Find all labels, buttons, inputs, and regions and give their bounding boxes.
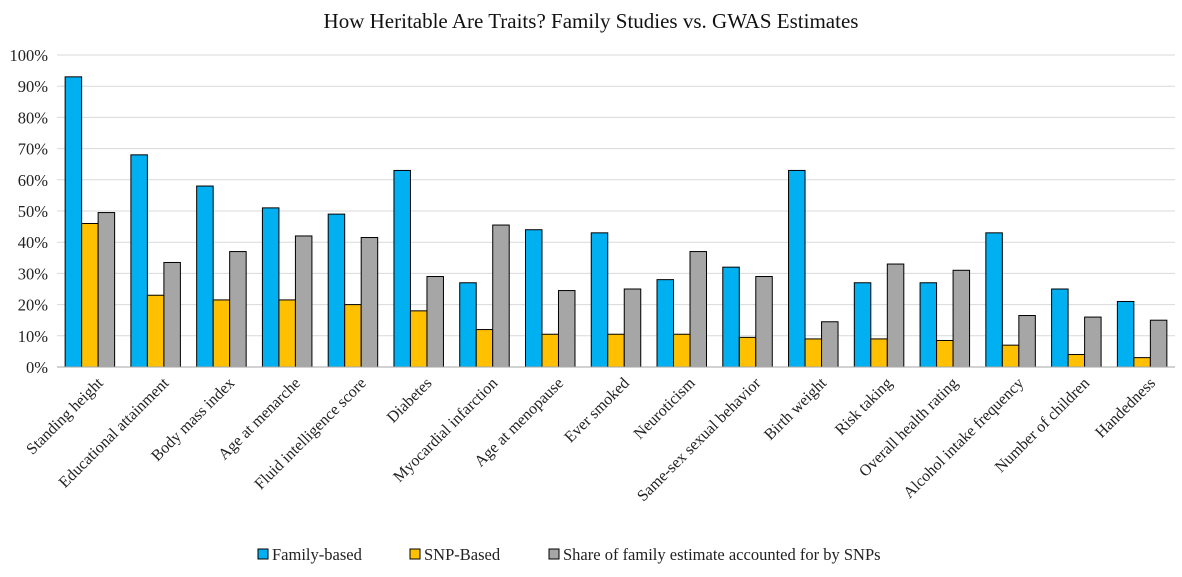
bar-snp-based (212, 299, 231, 368)
bar-family-based (64, 76, 83, 368)
bar-family-based (261, 207, 280, 368)
bar-share-of-family-estimate-accounted-for-by-snps (755, 276, 773, 368)
bar-snp-based (936, 339, 954, 368)
bar-family-based (196, 185, 214, 368)
bar-share-of-family-estimate-accounted-for-by-snps (492, 224, 510, 368)
x-category-label: Ever smoked (561, 375, 632, 446)
bar-snp-based (81, 222, 99, 368)
bar-share-of-family-estimate-accounted-for-by-snps (557, 290, 576, 368)
y-tick-label: 0% (26, 358, 48, 377)
bar-family-based (1116, 300, 1135, 368)
bar-share-of-family-estimate-accounted-for-by-snps (229, 251, 247, 368)
bar-snp-based (804, 338, 823, 368)
bar-family-based (919, 282, 938, 368)
bar-family-based (327, 213, 346, 368)
legend-swatch (409, 548, 421, 560)
y-tick-label: 90% (18, 77, 49, 96)
x-category-label: Neuroticism (631, 374, 699, 442)
bar-family-based (722, 266, 740, 368)
bar-share-of-family-estimate-accounted-for-by-snps (163, 261, 181, 368)
x-category-label: Fluid intelligence score (252, 375, 370, 493)
bar-family-based (985, 232, 1003, 368)
bar-snp-based (870, 338, 888, 368)
bar-share-of-family-estimate-accounted-for-by-snps (1018, 315, 1036, 368)
bar-share-of-family-estimate-accounted-for-by-snps (1084, 316, 1102, 368)
bar-snp-based (409, 310, 428, 368)
bar-share-of-family-estimate-accounted-for-by-snps (886, 263, 905, 368)
y-tick-label: 100% (10, 46, 49, 65)
bar-share-of-family-estimate-accounted-for-by-snps (689, 251, 708, 368)
x-category-label: Alcohol intake frequency (900, 375, 1027, 502)
bar-share-of-family-estimate-accounted-for-by-snps (426, 276, 444, 368)
bar-family-based (853, 282, 872, 368)
bar-share-of-family-estimate-accounted-for-by-snps (294, 235, 313, 368)
y-tick-label: 20% (18, 296, 49, 315)
x-category-label: Same-sex sexual behavior (634, 374, 765, 505)
legend-swatch (548, 548, 560, 560)
legend: Family-based SNP-Based Share of family est… (257, 545, 881, 564)
bar-share-of-family-estimate-accounted-for-by-snps (952, 269, 971, 368)
x-category-label: Birth weight (761, 374, 830, 443)
y-tick-label: 30% (18, 264, 49, 283)
y-tick-label: 40% (18, 233, 49, 252)
bars (64, 76, 1168, 368)
bar-share-of-family-estimate-accounted-for-by-snps (1149, 319, 1168, 368)
legend-label: SNP-Based (424, 545, 501, 564)
bar-snp-based (1133, 357, 1151, 368)
x-category-label: Educational attainment (56, 374, 173, 491)
y-tick-label: 50% (18, 202, 49, 221)
bar-snp-based (146, 294, 165, 368)
bar-share-of-family-estimate-accounted-for-by-snps (821, 321, 839, 368)
bar-snp-based (673, 333, 691, 368)
bar-snp-based (1001, 344, 1020, 368)
y-tick-label: 10% (18, 327, 49, 346)
bar-snp-based (738, 336, 757, 368)
x-category-label: Diabetes (384, 375, 436, 427)
legend-label: Share of family estimate accounted for b… (563, 545, 881, 564)
x-category-label: Risk taking (832, 375, 896, 439)
bar-family-based (656, 279, 675, 368)
bar-share-of-family-estimate-accounted-for-by-snps (360, 237, 379, 368)
bar-family-based (524, 229, 543, 368)
bar-family-based (393, 169, 411, 368)
chart-title: How Heritable Are Traits? Family Studies… (324, 9, 859, 33)
y-tick-label: 70% (18, 140, 49, 159)
gridlines (57, 54, 1175, 337)
bar-family-based (130, 154, 148, 368)
bar-snp-based (344, 304, 362, 368)
y-axis-ticks: 0% 10% 20% 30% 40% 50% 60% 70% 80% 90% 100% (10, 46, 49, 377)
legend-label: Family-based (272, 545, 363, 564)
bar-family-based (459, 282, 477, 368)
bar-share-of-family-estimate-accounted-for-by-snps (97, 212, 116, 368)
y-tick-label: 60% (18, 171, 49, 190)
y-tick-label: 80% (18, 108, 49, 127)
bar-family-based (788, 169, 806, 368)
bar-snp-based (607, 333, 625, 368)
bar-share-of-family-estimate-accounted-for-by-snps (623, 288, 642, 368)
bar-snp-based (541, 333, 559, 368)
bar-snp-based (1067, 354, 1086, 368)
bar-snp-based (475, 329, 494, 368)
bar-family-based (1051, 288, 1069, 368)
x-category-label: Handedness (1092, 375, 1159, 442)
bar-family-based (590, 232, 609, 368)
legend-swatch (257, 548, 269, 560)
bar-snp-based (278, 299, 296, 368)
